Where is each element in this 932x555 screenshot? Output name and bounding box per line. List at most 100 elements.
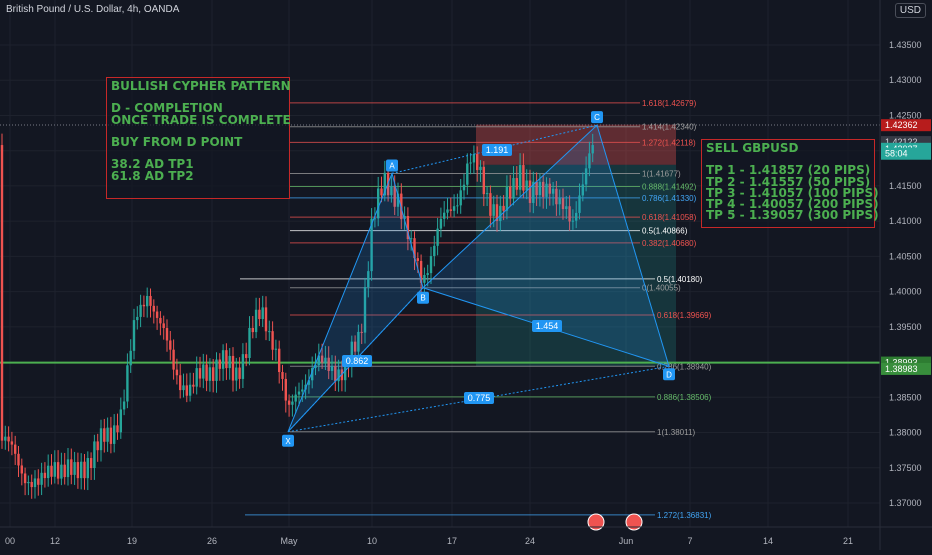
price-badge-label: 1.42122: [885, 137, 918, 147]
candle-body: [66, 459, 70, 478]
pattern-point-label: B: [420, 294, 425, 303]
candle-body: [588, 153, 591, 169]
candle-body: [248, 327, 251, 358]
candle-body: [83, 461, 86, 479]
right-box-line: SELL GBPUSD: [706, 141, 799, 155]
candle-body: [63, 464, 66, 478]
candle-body: [459, 190, 462, 206]
candle-body: [182, 385, 185, 391]
price-badge: [881, 147, 931, 160]
candle-body: [17, 453, 20, 466]
candle-body: [485, 193, 489, 195]
candle-body: [268, 331, 271, 333]
ratio-label: 0.862: [346, 356, 369, 366]
candle-body: [89, 458, 93, 469]
price-tick-label: 1.40000: [889, 287, 922, 297]
pattern-point-label: C: [594, 113, 600, 122]
candle-body: [142, 304, 146, 307]
candle-body: [284, 378, 287, 401]
fib-level-label: 0.786(1.38940): [657, 362, 712, 371]
currency-selector[interactable]: USD: [894, 3, 926, 18]
candle-body: [287, 400, 291, 405]
time-tick-label: May: [280, 536, 298, 546]
pattern-point-badge: [282, 434, 294, 447]
candle-body: [324, 357, 327, 363]
candle-body: [568, 206, 571, 222]
candle-body: [132, 320, 136, 351]
candle-body: [278, 348, 281, 373]
time-tick-label: 19: [127, 536, 137, 546]
candle-body: [426, 273, 429, 275]
candle-body: [545, 183, 548, 197]
candle-body: [416, 258, 419, 261]
candle-body: [532, 181, 535, 203]
candle-body: [499, 205, 502, 222]
pattern-point-label: X: [285, 437, 291, 446]
economic-event-icon[interactable]: [587, 513, 605, 531]
candle-body: [383, 172, 386, 196]
candle-body: [558, 198, 561, 205]
pattern-point-label: A: [389, 161, 395, 170]
candle-body: [456, 205, 459, 207]
left-box-line: ONCE TRADE IS COMPLETE: [111, 112, 291, 127]
pattern-point-badge: [663, 368, 675, 381]
candle-body: [367, 271, 370, 288]
fib-level-label: 1.272(1.36831): [657, 511, 712, 520]
candle-body: [116, 425, 119, 433]
candle-body: [109, 427, 113, 444]
candle-body: [56, 462, 60, 479]
candle-body: [370, 218, 373, 272]
price-badge-label: 1.38983: [885, 364, 918, 374]
candle-body: [188, 384, 192, 396]
candle-body: [271, 331, 274, 350]
ratio-badge: [482, 144, 512, 156]
price-tick-label: 1.41000: [889, 216, 922, 226]
price-tick-label: 1.42500: [889, 110, 922, 120]
candle-body: [291, 401, 294, 405]
candle-body: [294, 394, 297, 402]
price-tick-label: 1.37000: [889, 498, 922, 508]
candle-body: [238, 367, 241, 379]
time-tick-label: 14: [763, 536, 773, 546]
candle-body: [264, 307, 268, 332]
candle-body: [202, 364, 205, 379]
candle-body: [377, 188, 380, 219]
left-box-line: D - COMPLETION: [111, 101, 223, 116]
candle-body: [215, 359, 218, 381]
economic-event-icon[interactable]: [625, 513, 643, 531]
candle-body: [518, 165, 522, 190]
fib-level-label: 1(1.38011): [657, 428, 695, 437]
candle-body: [192, 384, 195, 387]
right-box-line: TP 3 - 1.41057 (100 PIPS): [706, 185, 879, 200]
candle-body: [159, 317, 162, 324]
candle-body: [591, 145, 594, 154]
candle-body: [344, 363, 347, 381]
candle-body: [261, 307, 264, 320]
right-box-line: TP 2 - 1.41557 (50 PIPS): [706, 174, 871, 189]
candle-body: [139, 304, 142, 317]
candle-body: [198, 368, 202, 379]
candle-body: [50, 465, 53, 477]
candle-body: [575, 212, 578, 221]
price-badge: [881, 119, 931, 132]
candle-body: [99, 428, 103, 451]
candle-body: [152, 305, 155, 312]
candle-body: [20, 465, 23, 474]
time-tick-label: 26: [207, 536, 217, 546]
candle-body: [241, 354, 245, 379]
candle-body: [251, 327, 254, 333]
price-tick-label: 1.43500: [889, 40, 922, 50]
candle-body: [525, 180, 528, 191]
candle-body: [175, 369, 179, 376]
time-tick-label: 24: [525, 536, 535, 546]
candle-body: [245, 354, 248, 358]
candle-body: [93, 441, 96, 469]
candle-body: [469, 162, 472, 164]
price-tick-label: 1.37500: [889, 463, 922, 473]
candle-body: [218, 359, 221, 369]
candle-body: [515, 178, 518, 190]
candle-body: [225, 350, 228, 369]
candle-body: [429, 256, 433, 274]
